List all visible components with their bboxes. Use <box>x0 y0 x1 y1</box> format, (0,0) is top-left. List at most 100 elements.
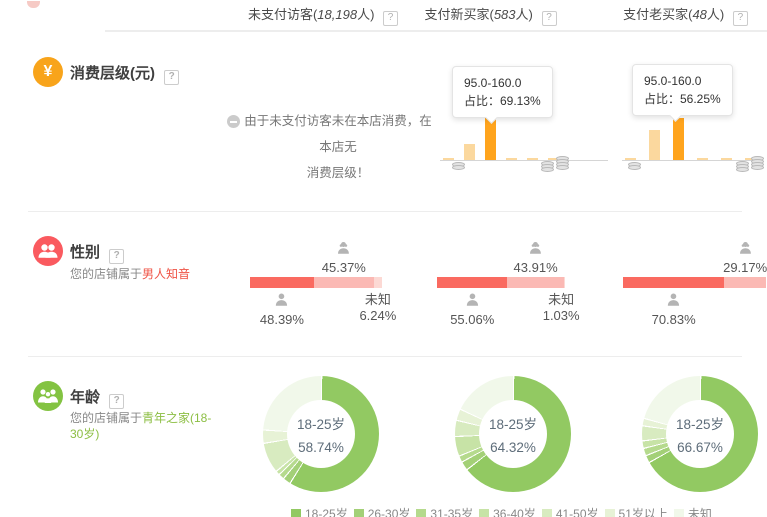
note-line: 消费层级！ <box>306 166 370 180</box>
donut-center-label: 18-25岁 <box>488 417 538 432</box>
bar[interactable] <box>745 158 756 160</box>
female-segment[interactable] <box>724 277 766 288</box>
unknown-label: 未知 <box>548 292 575 307</box>
header-label: 支付新买家( <box>424 7 494 22</box>
note-line: 由于未支付访客未在本店消费，在本店无 <box>244 114 432 154</box>
help-icon[interactable]: ? <box>541 11 557 26</box>
consumption-bar-chart-old-buyers[interactable] <box>622 100 762 161</box>
unknown-segment[interactable] <box>373 277 382 288</box>
age-donut-new-buyers[interactable]: 18-25岁 64.32% <box>455 376 571 492</box>
bar[interactable] <box>697 158 708 160</box>
bar-highlight[interactable] <box>485 118 496 160</box>
gender-stacked-bar[interactable] <box>437 277 565 288</box>
row-title-age: 年龄 ? <box>70 386 125 409</box>
male-icon <box>466 293 478 306</box>
header-label: 人) <box>357 7 375 22</box>
tooltip-ratio: 占比：56.25% <box>644 92 721 106</box>
age-donut-old-buyers[interactable]: 18-25岁 66.67% <box>642 376 758 492</box>
header-divider <box>105 30 767 32</box>
bar-tooltip: 95.0-160.0 占比：56.25% <box>632 64 733 122</box>
gender-subtitle: 您的店铺属于男人知音 <box>70 266 250 282</box>
help-icon[interactable]: ? <box>109 394 125 409</box>
tooltip-ratio: 占比：69.13% <box>464 94 541 108</box>
legend-swatch <box>604 508 615 517</box>
bar[interactable] <box>443 158 454 160</box>
legend-item[interactable]: 51岁以上 <box>604 505 668 517</box>
female-icon <box>530 241 542 254</box>
help-icon[interactable]: ? <box>383 11 399 26</box>
bar[interactable] <box>506 158 517 160</box>
legend-item[interactable]: 36-40岁 <box>479 505 536 517</box>
coin-high-icon <box>736 161 749 172</box>
unknown-label: 未知 <box>364 292 391 307</box>
legend-item[interactable]: 26-30岁 <box>353 505 411 517</box>
gender-chart-new-buyers: 43.91% 55.06% 未知 1.03% <box>437 240 580 327</box>
header-label: 人) <box>706 7 725 22</box>
row-divider <box>28 211 742 212</box>
legend-item[interactable]: 未知 <box>673 505 712 517</box>
age-legend: 18-25岁 26-30岁 31-35岁 36-40岁 41-50岁 51岁以上 未知 <box>291 505 712 517</box>
donut-center-value: 64.32% <box>490 440 536 455</box>
legend-label: 26-30岁 <box>367 507 411 517</box>
header-count: 18,198 <box>317 7 358 22</box>
donut-center-value: 58.74% <box>298 440 344 455</box>
legend-swatch <box>416 508 427 517</box>
bar[interactable] <box>721 158 732 160</box>
help-icon[interactable]: ? <box>732 11 748 26</box>
legend-item[interactable]: 41-50岁 <box>541 505 599 517</box>
female-icon <box>338 241 350 254</box>
legend-label: 51岁以上 <box>618 507 668 517</box>
legend-swatch <box>479 508 490 517</box>
male-segment[interactable] <box>623 277 725 288</box>
legend-label: 41-50岁 <box>555 507 599 517</box>
female-percent: 43.91% <box>513 260 558 275</box>
legend-item[interactable]: 31-35岁 <box>416 505 473 517</box>
unknown-stat: 未知 1.03% <box>543 292 580 324</box>
legend-label: 36-40岁 <box>493 507 536 517</box>
bar-highlight[interactable] <box>673 118 684 160</box>
age-subtitle: 您的店铺属于青年之家(18-30岁) <box>70 410 212 442</box>
row-title-consumption: 消费层级(元) ? <box>70 62 180 85</box>
gender-stacked-bar[interactable] <box>623 277 766 288</box>
subtitle-prefix: 您的店铺属于 <box>70 267 143 281</box>
male-segment[interactable] <box>437 277 508 288</box>
legend-swatch <box>291 508 301 517</box>
consumption-bar-chart-new-buyers[interactable] <box>440 100 608 161</box>
male-segment[interactable] <box>250 277 314 288</box>
header-label: 支付老买家( <box>623 7 693 22</box>
legend-swatch <box>541 508 552 517</box>
header-count: 583 <box>493 7 516 22</box>
gender-icon <box>33 236 63 266</box>
unknown-percent: 1.03% <box>542 308 580 323</box>
help-icon[interactable]: ? <box>164 70 180 85</box>
male-icon <box>668 293 680 306</box>
male-percent: 70.83% <box>651 312 696 327</box>
coin-high-icon <box>541 161 554 172</box>
male-percent: 48.39% <box>259 312 304 327</box>
gender-chart-unpaid: 45.37% 48.39% 未知 6.24% <box>250 240 396 327</box>
unknown-percent: 6.24% <box>359 308 397 323</box>
coin-high-icon <box>751 156 764 170</box>
bar[interactable] <box>527 158 538 160</box>
bar[interactable] <box>464 144 475 160</box>
female-stat: 43.91% <box>514 240 558 275</box>
subtitle-highlight: 男人知音 <box>142 267 191 281</box>
bar-tooltip: 95.0-160.0 占比：69.13% <box>452 66 553 124</box>
bar[interactable] <box>625 158 636 160</box>
bar[interactable] <box>649 130 660 160</box>
gender-stacked-bar[interactable] <box>250 277 382 288</box>
legend-swatch <box>673 508 684 517</box>
yuan-icon: ¥ <box>33 57 63 87</box>
bar[interactable] <box>548 158 559 160</box>
help-icon[interactable]: ? <box>109 249 125 264</box>
female-segment[interactable] <box>507 277 564 288</box>
column-header-new-buyers: 支付新买家(583人) ? <box>398 4 583 26</box>
male-stat: 48.39% <box>260 292 304 327</box>
row-title-text: 年龄 <box>70 389 101 406</box>
legend-item[interactable]: 18-25岁 <box>291 505 348 517</box>
unknown-segment[interactable] <box>563 277 565 288</box>
female-segment[interactable] <box>313 277 374 288</box>
header-label: 人) <box>515 7 533 22</box>
row-title-gender: 性别 ? <box>70 241 125 264</box>
age-donut-unpaid[interactable]: 18-25岁 58.74% <box>263 376 379 492</box>
